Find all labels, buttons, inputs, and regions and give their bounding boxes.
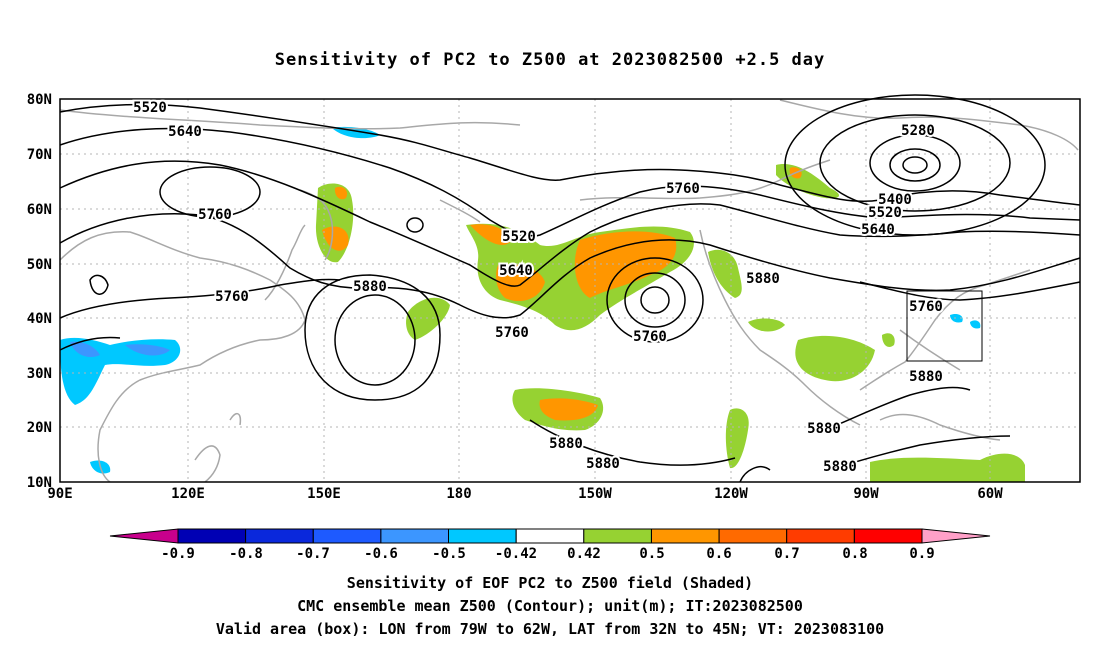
contour-label: 5760 (666, 181, 700, 197)
contour-labels: 5520 5640 5760 5760 5880 5520 5640 5760 … (131, 98, 945, 477)
lon-axis: 90E 120E 150E 180 150W 120W 90W 60W (47, 486, 1003, 502)
contour-label: 5400 (878, 192, 912, 208)
caption-shaded: Sensitivity of EOF PC2 to Z500 field (Sh… (346, 574, 754, 592)
colorbar-label: 0.9 (909, 546, 934, 560)
contour-label: 5880 (746, 271, 780, 287)
colorbar-segments (177, 528, 923, 544)
lon-tick-label: 120W (714, 486, 748, 502)
contour-label: 5760 (909, 299, 943, 315)
contour-label: 5880 (807, 421, 841, 437)
colorbar-segment (245, 528, 314, 544)
colorbar-segment (718, 528, 788, 544)
map-title: Sensitivity of PC2 to Z500 at 2023082500… (274, 50, 826, 70)
graticule (60, 99, 1080, 482)
caption-valid-area: Valid area (box): LON from 79W to 62W, L… (215, 620, 885, 638)
colorbar-label: -0.7 (296, 546, 330, 560)
contour-label: 5760 (633, 329, 667, 345)
colorbar-labels: -0.9 -0.8 -0.7 -0.6 -0.5 -0.42 0.42 0.5 … (161, 546, 935, 560)
colorbar-label: 0.5 (639, 546, 664, 560)
colorbar-segment (380, 528, 449, 544)
lat-tick-label: 40N (27, 311, 52, 327)
coastlines (59, 99, 1079, 483)
colorbar-label: 0.42 (567, 546, 601, 560)
colorbar-segment (583, 528, 652, 544)
colorbar-label: -0.9 (161, 546, 195, 560)
sensitivity-shading (60, 126, 1025, 482)
lat-tick-label: 30N (27, 366, 52, 382)
contour-label: 5280 (901, 123, 935, 139)
colorbar-segment (312, 528, 382, 544)
colorbar-label: -0.5 (432, 546, 466, 560)
contour-label: 5640 (861, 222, 895, 238)
lon-tick-label: 150W (578, 486, 612, 502)
lat-tick-label: 20N (27, 420, 52, 436)
map-frame (59, 98, 1081, 483)
lon-tick-label: 120E (171, 486, 205, 502)
contour-label: 5880 (549, 436, 583, 452)
contour-label: 5520 (133, 100, 167, 116)
contour-label: 5760 (495, 325, 529, 341)
colorbar-label: -0.8 (229, 546, 263, 560)
contour-label: 5760 (198, 207, 232, 223)
contour-label: 5880 (353, 279, 387, 295)
contour-label: 5880 (909, 369, 943, 385)
colorbar-segment (177, 528, 247, 544)
lat-tick-label: 70N (27, 147, 52, 163)
contour-label: 5520 (502, 229, 536, 245)
colorbar-segment (853, 528, 923, 544)
contour-label: 5640 (168, 124, 202, 140)
contour-label: 5880 (823, 459, 857, 475)
colorbar-label: -0.42 (495, 546, 537, 560)
lat-tick-label: 80N (27, 92, 52, 108)
colorbar-high-triangle (921, 528, 991, 544)
lon-tick-label: 150E (307, 486, 341, 502)
colorbar-segment (448, 528, 517, 544)
colorbar-label: 0.6 (706, 546, 731, 560)
lat-tick-label: 10N (27, 475, 52, 491)
colorbar-segment (515, 528, 585, 544)
colorbar-label: 0.8 (842, 546, 867, 560)
lat-tick-label: 50N (27, 257, 52, 273)
contour-label: 5520 (868, 205, 902, 221)
colorbar-segment (786, 528, 855, 544)
colorbar-label: -0.6 (364, 546, 398, 560)
contour-label: 5760 (215, 289, 249, 305)
colorbar-label: 0.7 (774, 546, 799, 560)
lon-tick-label: 90W (853, 486, 879, 502)
map-panel: 5520 5640 5760 5760 5880 5520 5640 5760 … (27, 92, 1081, 560)
lat-tick-label: 60N (27, 202, 52, 218)
lon-tick-label: 180 (446, 486, 471, 502)
contour-label: 5640 (499, 263, 533, 279)
z500-contours (59, 94, 1081, 483)
lat-axis: 80N 70N 60N 50N 40N 30N 20N 10N (27, 92, 52, 491)
colorbar: -0.9 -0.8 -0.7 -0.6 -0.5 -0.42 0.42 0.5 … (109, 528, 991, 560)
lon-tick-label: 90E (47, 486, 72, 502)
lon-tick-label: 60W (977, 486, 1003, 502)
colorbar-low-triangle (109, 528, 179, 544)
colorbar-segment (651, 528, 720, 544)
caption-contour: CMC ensemble mean Z500 (Contour); unit(m… (297, 597, 803, 615)
valid-area-box (906, 290, 983, 362)
contour-label: 5880 (586, 456, 620, 472)
